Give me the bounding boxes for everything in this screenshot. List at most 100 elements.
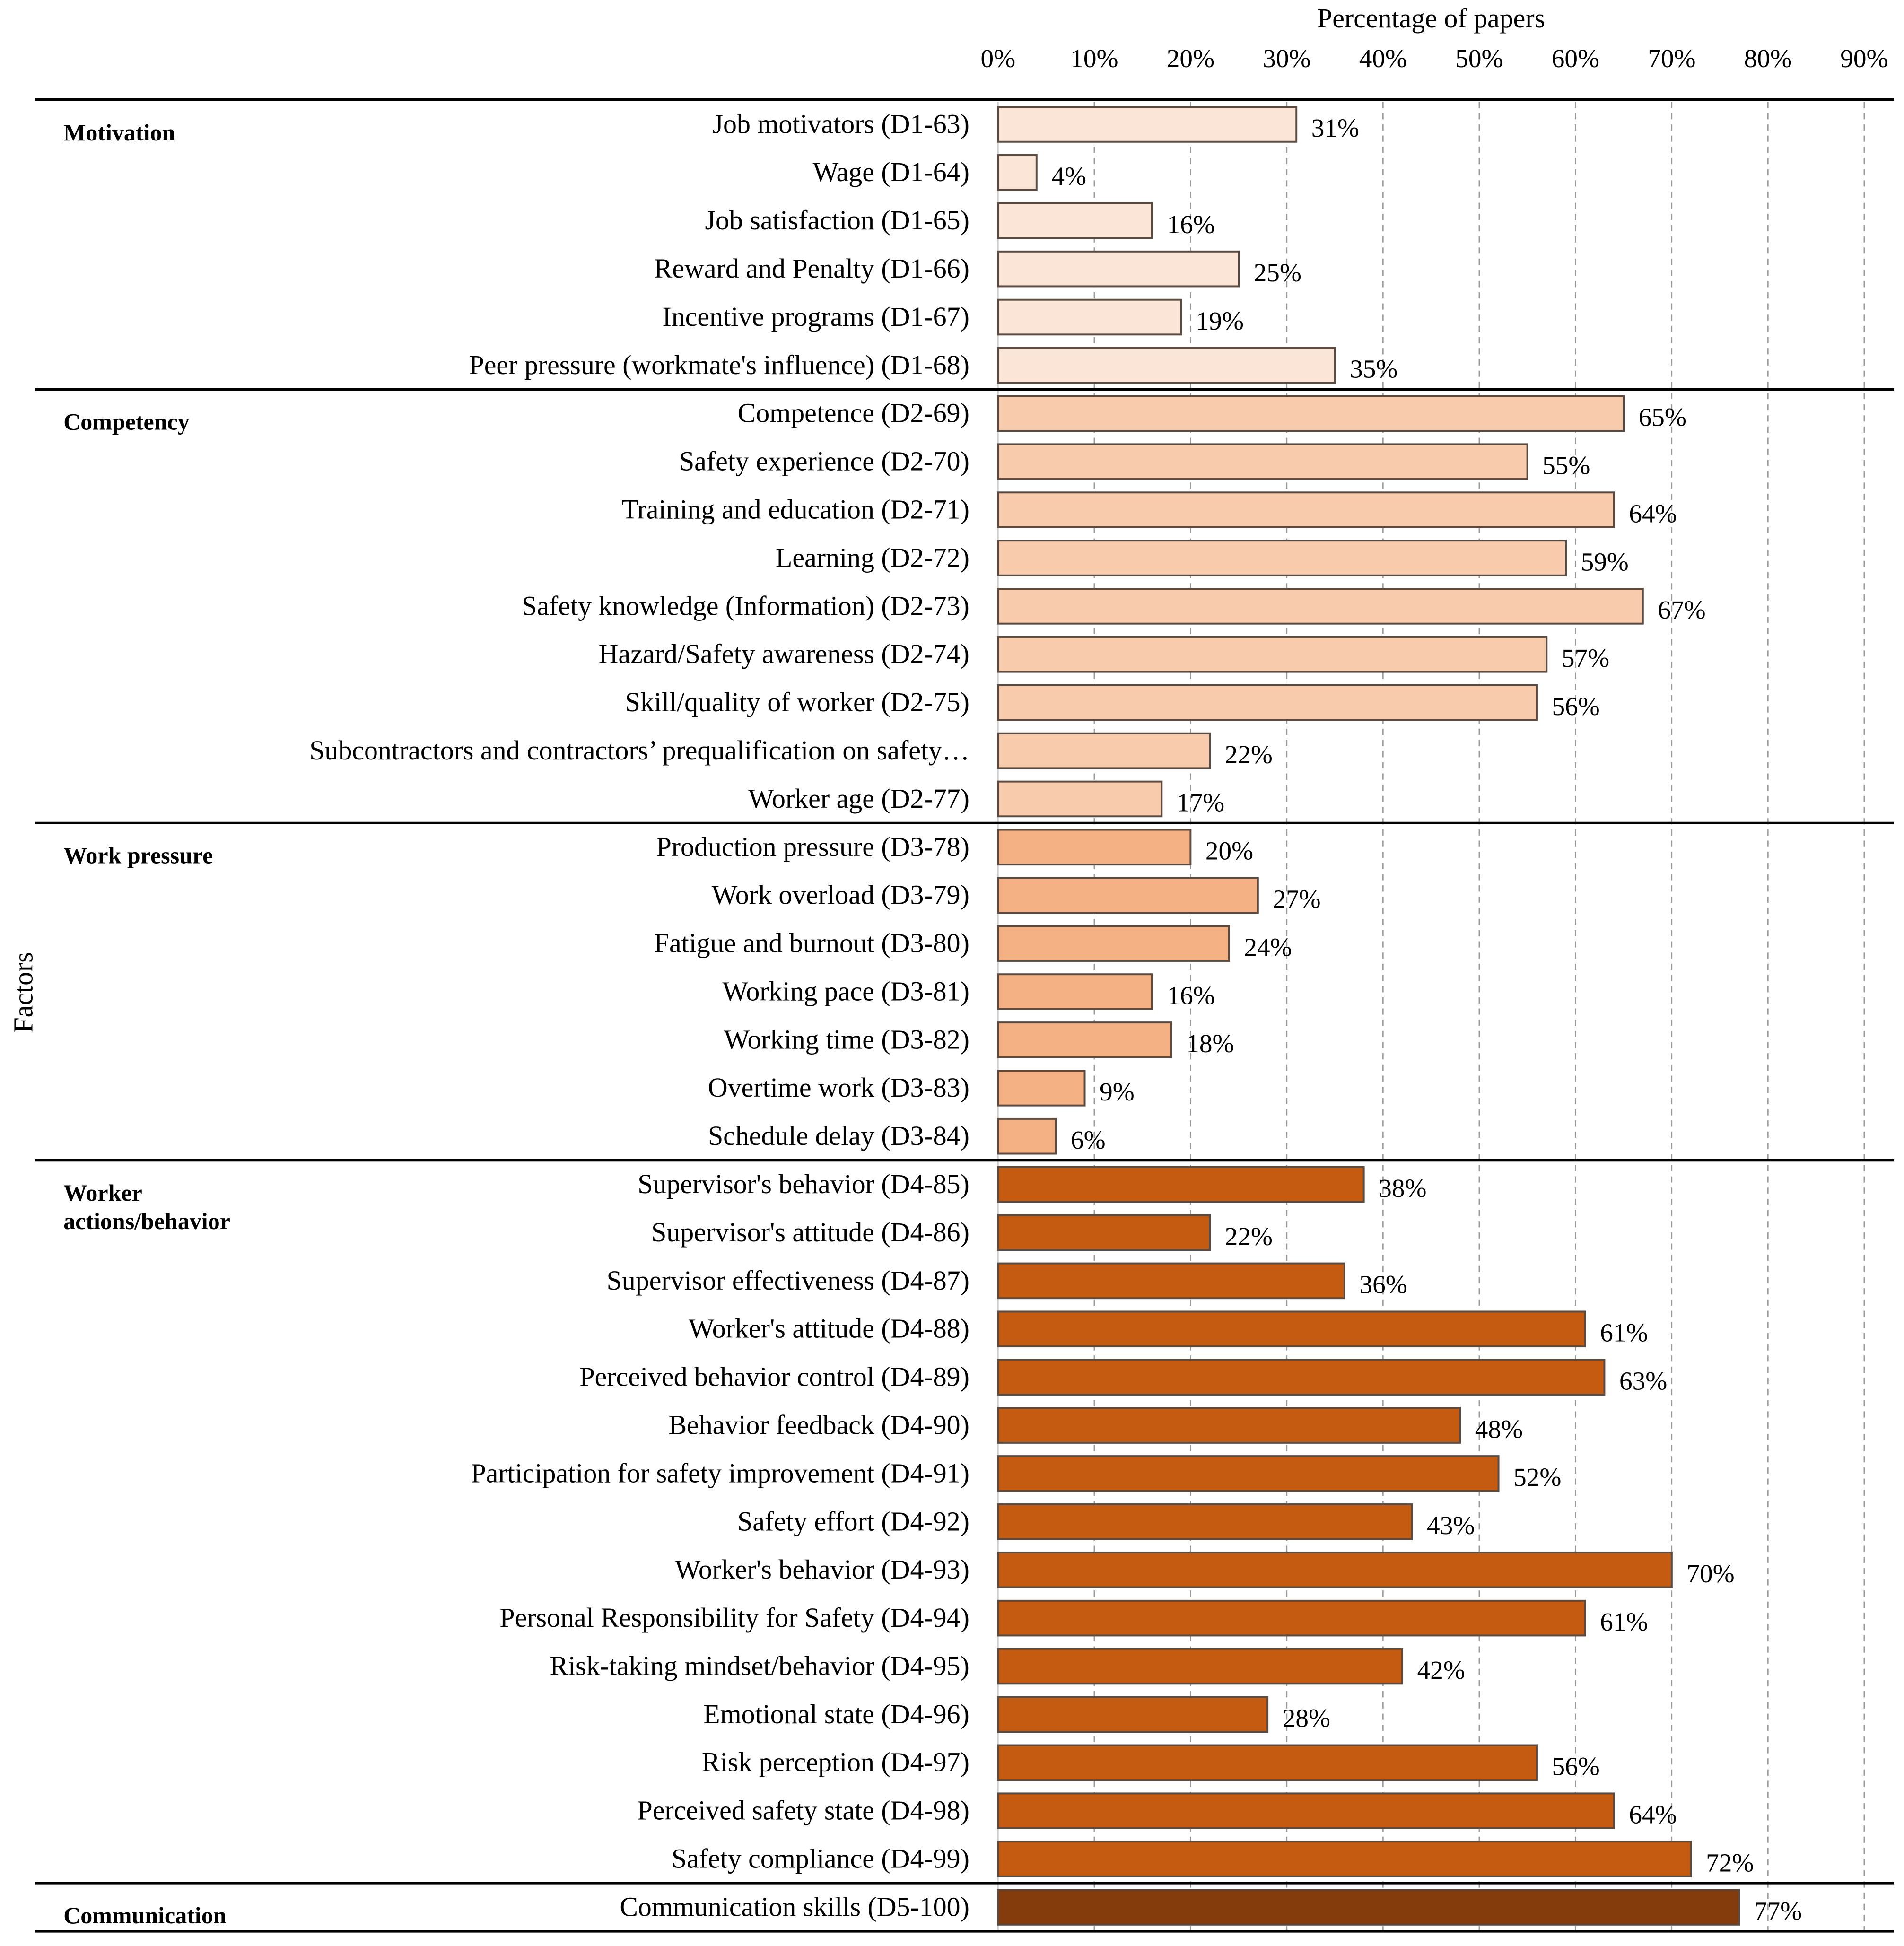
bar <box>997 588 1644 625</box>
category-label: Supervisor effectiveness (D4-87) <box>607 1265 969 1296</box>
x-tick-label: 60% <box>1552 44 1599 73</box>
category-label: Fatigue and burnout (D3-80) <box>654 928 969 959</box>
category-label: Communication skills (D5-100) <box>620 1891 969 1922</box>
category-label: Production pressure (D3-78) <box>656 831 969 862</box>
category-label: Peer pressure (workmate's influence) (D1… <box>469 349 969 380</box>
data-label: 72% <box>1706 1848 1754 1877</box>
category-label: Worker age (D2-77) <box>748 783 969 814</box>
category-label: Personal Responsibility for Safety (D4-9… <box>499 1602 969 1633</box>
data-label: 67% <box>1658 595 1705 624</box>
category-label: Perceived behavior control (D4-89) <box>579 1361 969 1392</box>
category-label: Risk perception (D4-97) <box>702 1747 969 1778</box>
bar <box>997 925 1230 962</box>
bar <box>997 395 1625 432</box>
data-label: 25% <box>1254 258 1301 287</box>
bar <box>997 1455 1500 1492</box>
bar <box>997 1310 1586 1348</box>
bar <box>997 491 1615 528</box>
data-label: 48% <box>1475 1414 1523 1443</box>
category-label: Worker's attitude (D4-88) <box>689 1313 969 1344</box>
bar <box>997 1407 1461 1444</box>
category-label: Safety experience (D2-70) <box>679 446 969 477</box>
data-label: 22% <box>1225 1222 1273 1251</box>
data-label: 65% <box>1639 403 1686 432</box>
bar <box>997 1070 1086 1107</box>
category-label: Supervisor's attitude (D4-86) <box>651 1217 969 1248</box>
category-label: Subcontractors and contractors’ prequali… <box>309 735 969 766</box>
x-tick-label: 0% <box>981 44 1016 73</box>
bar <box>997 1262 1345 1300</box>
bar <box>997 1599 1586 1637</box>
x-tick-label: 10% <box>1070 44 1118 73</box>
bar <box>997 1792 1615 1829</box>
category-label: Worker's behavior (D4-93) <box>675 1554 969 1585</box>
bar <box>997 1889 1740 1926</box>
data-label: 38% <box>1379 1174 1426 1203</box>
bar <box>997 1117 1057 1155</box>
x-tick-label: 40% <box>1359 44 1407 73</box>
data-label: 35% <box>1350 355 1397 384</box>
data-label: 4% <box>1051 162 1086 191</box>
category-label: Incentive programs (D1-67) <box>663 301 969 332</box>
group-label: Communication <box>63 1902 227 1929</box>
data-label: 31% <box>1311 113 1359 142</box>
category-label: Risk-taking mindset/behavior (D4-95) <box>550 1650 969 1681</box>
bar <box>997 1551 1673 1588</box>
data-label: 61% <box>1600 1318 1648 1347</box>
bar <box>997 1648 1404 1685</box>
category-label: Working time (D3-82) <box>724 1024 969 1055</box>
bar <box>997 973 1153 1010</box>
data-label: 63% <box>1619 1366 1667 1395</box>
category-label: Work overload (D3-79) <box>712 880 969 910</box>
x-tick-label: 80% <box>1744 44 1792 73</box>
data-label: 43% <box>1427 1511 1475 1540</box>
group-label: Worker <box>63 1179 142 1206</box>
data-label: 57% <box>1562 644 1609 672</box>
data-label: 22% <box>1225 740 1273 769</box>
bar <box>997 154 1038 191</box>
category-label: Job motivators (D1-63) <box>712 108 969 139</box>
group-label: Competency <box>63 409 190 435</box>
bar <box>997 1214 1211 1251</box>
bar <box>997 1696 1269 1733</box>
category-label: Emotional state (D4-96) <box>703 1699 969 1729</box>
category-label: Working pace (D3-81) <box>722 976 969 1006</box>
data-label: 61% <box>1600 1607 1648 1636</box>
x-tick-label: 30% <box>1263 44 1310 73</box>
category-label: Learning (D2-72) <box>776 542 969 573</box>
data-label: 19% <box>1196 306 1244 335</box>
data-label: 9% <box>1100 1077 1135 1106</box>
data-label: 16% <box>1167 981 1215 1010</box>
group-label: actions/behavior <box>63 1208 230 1234</box>
bar <box>997 1744 1538 1781</box>
category-label: Competence (D2-69) <box>738 398 969 428</box>
data-label: 77% <box>1754 1896 1802 1925</box>
y-axis-title: Factors <box>8 952 38 1032</box>
data-label: 36% <box>1360 1270 1407 1299</box>
category-label: Job satisfaction (D1-65) <box>705 205 969 236</box>
data-label: 20% <box>1205 837 1253 865</box>
bar <box>997 732 1211 769</box>
bar <box>997 1841 1692 1877</box>
data-label: 28% <box>1283 1704 1330 1733</box>
data-label: 42% <box>1417 1656 1465 1684</box>
data-label: 56% <box>1552 692 1600 721</box>
bar <box>997 1021 1172 1058</box>
data-label: 18% <box>1186 1029 1234 1058</box>
bar <box>997 202 1153 239</box>
data-label: 64% <box>1629 499 1677 528</box>
x-tick-label: 90% <box>1840 44 1888 73</box>
x-axis-title: Percentage of papers <box>1317 3 1545 34</box>
data-label: 56% <box>1552 1752 1600 1781</box>
x-tick-label: 20% <box>1167 44 1214 73</box>
category-label: Participation for safety improvement (D4… <box>471 1457 969 1488</box>
bar <box>997 347 1336 384</box>
category-label: Perceived safety state (D4-98) <box>638 1795 969 1826</box>
category-label: Supervisor's behavior (D4-85) <box>638 1169 969 1199</box>
bar <box>997 1503 1413 1540</box>
category-label: Hazard/Safety awareness (D2-74) <box>599 638 969 669</box>
category-label: Training and education (D2-71) <box>621 494 969 525</box>
group-label: Motivation <box>63 119 175 146</box>
category-label: Wage (D1-64) <box>813 157 969 187</box>
